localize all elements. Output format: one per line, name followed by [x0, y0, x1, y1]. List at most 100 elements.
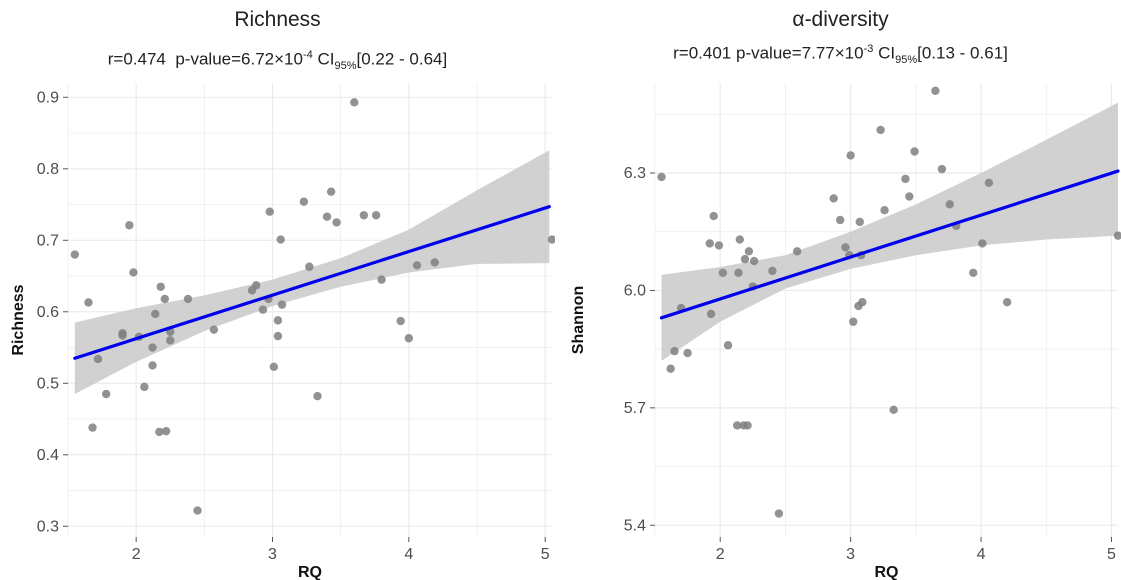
x-tick-label: 4: [977, 546, 986, 563]
data-point: [774, 509, 784, 518]
y-tick-label: 0.3: [37, 518, 59, 535]
y-tick-label: 0.9: [37, 89, 59, 106]
data-point: [905, 192, 914, 201]
stat-p-exponent: -3: [863, 43, 874, 55]
stat-ci-subscript: 95%: [334, 60, 357, 73]
data-point: [156, 282, 165, 291]
data-point: [709, 211, 718, 221]
data-point: [404, 334, 414, 343]
data-point: [161, 426, 171, 436]
data-point: [265, 207, 274, 216]
x-tick-label: 2: [716, 546, 725, 563]
data-point: [258, 305, 268, 314]
confidence-band: [74, 150, 550, 395]
chart-subtitle-stats: r=0.401 p-value=7.77×10-3 CI95%[0.13 - 0…: [560, 43, 1121, 66]
data-point: [140, 382, 149, 392]
data-point: [1113, 231, 1121, 240]
data-point: [846, 151, 855, 160]
regression-line: [73, 205, 551, 360]
data-point: [125, 221, 134, 230]
x-axis-label: RQ: [875, 564, 899, 580]
x-tick-label: 3: [268, 546, 277, 563]
data-point: [326, 187, 336, 196]
y-axis-label: Shannon: [570, 286, 587, 354]
x-tick-label: 3: [846, 546, 855, 563]
data-point: [155, 427, 164, 437]
data-point: [901, 174, 910, 184]
y-tick-label: 0.4: [37, 447, 59, 464]
panel-alpha-diversity: α-diversity r=0.401 p-value=7.77×10-3 CI…: [560, 0, 1121, 580]
y-tick-label: 6.3: [624, 165, 646, 182]
data-point: [93, 354, 103, 364]
data-point: [744, 247, 754, 256]
panel-richness: Richness r=0.474 p-value=6.72×10-4 CI95%…: [0, 0, 555, 580]
chart-subtitle-stats: r=0.474 p-value=6.72×10-4 CI95%[0.22 - 0…: [0, 49, 555, 72]
regression-line: [659, 169, 1120, 320]
stat-ci-range: [0.22 - 0.64]: [356, 49, 448, 69]
data-point: [101, 389, 111, 399]
data-point: [332, 218, 341, 227]
data-point: [430, 258, 439, 267]
data-point: [931, 86, 940, 96]
data-point: [969, 268, 978, 278]
y-tick-label: 0.6: [37, 304, 59, 321]
stat-r: r=0.474: [107, 49, 166, 69]
data-point: [657, 172, 666, 182]
y-tick-label: 5.4: [624, 517, 646, 534]
data-point: [880, 205, 889, 215]
data-point: [984, 178, 994, 188]
data-point: [313, 391, 322, 401]
data-point: [855, 217, 864, 227]
data-point: [129, 268, 138, 277]
data-point: [829, 194, 838, 203]
data-point: [148, 361, 157, 370]
data-point: [396, 316, 405, 326]
data-point: [359, 211, 369, 220]
data-point: [734, 268, 743, 278]
data-point: [118, 329, 127, 338]
stat-p-exponent: -4: [302, 49, 313, 61]
confidence-band: [661, 102, 1118, 361]
chart-title: Richness: [234, 8, 321, 31]
data-point: [183, 294, 193, 304]
data-point: [858, 297, 867, 307]
data-point: [841, 243, 850, 252]
data-point: [1002, 297, 1012, 307]
stat-p: p-value=7.77×10: [735, 43, 864, 63]
y-tick-label: 0.5: [37, 375, 59, 392]
data-point: [148, 343, 157, 352]
y-axis-label: Richness: [10, 284, 27, 355]
data-point: [273, 331, 283, 341]
data-point: [209, 325, 219, 334]
stat-ci: CI: [878, 43, 896, 63]
x-axis-label: RQ: [298, 564, 322, 580]
data-point: [706, 309, 716, 319]
data-point: [193, 506, 202, 515]
data-point: [910, 147, 919, 156]
points: [70, 98, 555, 515]
data-point: [666, 364, 675, 373]
y-tick-label: 0.7: [37, 232, 59, 249]
data-point: [305, 262, 314, 271]
data-point: [937, 164, 947, 174]
data-point: [792, 247, 802, 256]
data-point: [735, 235, 744, 244]
y-tick-label: 0.8: [37, 161, 59, 178]
data-point: [299, 197, 309, 206]
stat-p: p-value=6.72×10: [175, 49, 303, 69]
data-point: [371, 211, 381, 220]
data-point: [978, 239, 987, 248]
data-point: [151, 309, 160, 319]
data-point: [683, 348, 692, 358]
stat-ci: CI: [317, 49, 335, 69]
data-point: [84, 298, 93, 307]
stat-ci-range: [0.13 - 0.61]: [917, 43, 1008, 63]
data-point: [251, 281, 261, 290]
data-point: [670, 346, 679, 356]
stat-ci-subscript: 95%: [895, 54, 918, 67]
data-point: [718, 268, 728, 278]
data-point: [412, 261, 422, 270]
data-point: [714, 241, 724, 250]
data-point: [732, 421, 742, 430]
data-point: [88, 423, 97, 432]
